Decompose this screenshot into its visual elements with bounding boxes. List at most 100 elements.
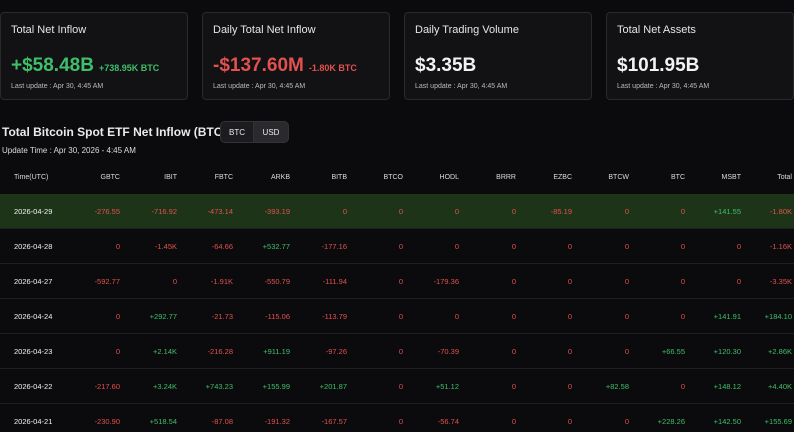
value-cell: -217.60 bbox=[94, 382, 120, 391]
table-row: 2026-04-22 -217.60 +3.24K +743.23 +155.99 +20… bbox=[0, 369, 794, 404]
card-sub: +738.95K BTC bbox=[98, 63, 160, 73]
value-cell: +51.12 bbox=[435, 382, 459, 391]
value-cell: -1.16K bbox=[769, 242, 792, 251]
value-cell: 0 bbox=[680, 382, 685, 391]
value-cell: -177.16 bbox=[321, 242, 347, 251]
value-cell: 0 bbox=[398, 312, 403, 321]
date-cell: 2026-04-24 bbox=[14, 312, 53, 321]
value-cell: 0 bbox=[511, 242, 516, 251]
value-cell: 0 bbox=[624, 207, 629, 216]
card-value: -$137.60M -1.80K BTC bbox=[213, 55, 357, 77]
card-update: Last update : Apr 30, 4:45 AM bbox=[11, 83, 104, 90]
value-cell: +82.58 bbox=[605, 382, 629, 391]
card-update: Last update : Apr 30, 4:45 AM bbox=[617, 83, 710, 90]
table-row: 2026-04-29 -276.55 -716.92 -473.14 -393.19 0 0… bbox=[0, 194, 794, 229]
value-cell: 0 bbox=[511, 417, 516, 426]
value-cell: 0 bbox=[454, 207, 459, 216]
table-row: 2026-04-23 0 +2.14K -216.28 +911.19 -97.26 0 -7… bbox=[0, 334, 794, 369]
header-cell: BTC bbox=[671, 174, 685, 181]
card-update: Last update : Apr 30, 4:45 AM bbox=[415, 83, 508, 90]
header-cell: EZBC bbox=[553, 174, 572, 181]
inflow-table: Time(UTC) GBTC IBIT FBTC ARKB BITB BTCO HODL BRR… bbox=[0, 160, 794, 432]
value-cell: 0 bbox=[454, 312, 459, 321]
value-cell: 0 bbox=[511, 312, 516, 321]
value-cell: 0 bbox=[624, 242, 629, 251]
card-label: Daily Total Net Inflow bbox=[213, 24, 316, 36]
value-cell: 0 bbox=[172, 277, 177, 286]
value-cell: -167.57 bbox=[321, 417, 347, 426]
value-cell: -87.08 bbox=[211, 417, 233, 426]
value-cell: +120.30 bbox=[713, 347, 741, 356]
value-cell: -64.66 bbox=[211, 242, 233, 251]
value-cell: +2.86K bbox=[768, 347, 792, 356]
header-cell: BTCW bbox=[608, 174, 629, 181]
toggle-usd[interactable]: USD bbox=[253, 121, 289, 143]
value-cell: -97.26 bbox=[325, 347, 347, 356]
value-cell: +201.87 bbox=[319, 382, 347, 391]
value-cell: 0 bbox=[115, 347, 120, 356]
header-cell: BRRR bbox=[496, 174, 516, 181]
value-cell: -216.28 bbox=[207, 347, 233, 356]
value-cell: 0 bbox=[624, 277, 629, 286]
value-text: $3.35B bbox=[415, 55, 477, 76]
value-cell: 0 bbox=[680, 242, 685, 251]
header-cell: HODL bbox=[439, 174, 459, 181]
value-cell: 0 bbox=[736, 242, 741, 251]
value-cell: 0 bbox=[342, 207, 347, 216]
card-sub: -1.80K BTC bbox=[308, 63, 357, 73]
value-cell: 0 bbox=[567, 312, 572, 321]
value-cell: -230.90 bbox=[94, 417, 120, 426]
value-cell: +142.50 bbox=[713, 417, 741, 426]
date-cell: 2026-04-27 bbox=[14, 277, 53, 286]
table-row: 2026-04-27 -592.77 0 -1.91K -550.79 -111.94 0 -… bbox=[0, 264, 794, 299]
value-cell: 0 bbox=[398, 207, 403, 216]
value-cell: -592.77 bbox=[94, 277, 120, 286]
date-cell: 2026-04-21 bbox=[14, 417, 53, 426]
value-cell: 0 bbox=[398, 347, 403, 356]
value-cell: 0 bbox=[567, 382, 572, 391]
value-cell: -70.39 bbox=[437, 347, 459, 356]
table-row: 2026-04-28 0 -1.45K -64.66 +532.77 -177.16 0 0 0… bbox=[0, 229, 794, 264]
value-cell: 0 bbox=[680, 312, 685, 321]
value-cell: -276.55 bbox=[94, 207, 120, 216]
date-cell: 2026-04-29 bbox=[14, 207, 53, 216]
value-cell: 0 bbox=[398, 242, 403, 251]
value-cell: +3.24K bbox=[153, 382, 177, 391]
header-cell: BITB bbox=[331, 174, 347, 181]
value-cell: -716.92 bbox=[151, 207, 177, 216]
value-cell: 0 bbox=[511, 277, 516, 286]
card-label: Total Net Assets bbox=[617, 24, 696, 36]
value-cell: +155.69 bbox=[764, 417, 792, 426]
value-cell: -1.80K bbox=[769, 207, 792, 216]
value-cell: +184.10 bbox=[764, 312, 792, 321]
value-cell: -3.35K bbox=[769, 277, 792, 286]
value-cell: -111.94 bbox=[322, 277, 347, 286]
header-cell: Total bbox=[777, 174, 792, 181]
header-cell: FBTC bbox=[214, 174, 233, 181]
value-cell: -85.19 bbox=[550, 207, 572, 216]
value-cell: 0 bbox=[511, 347, 516, 356]
value-cell: +532.77 bbox=[262, 242, 290, 251]
card-value: $3.35B bbox=[415, 55, 476, 77]
value-cell: +292.77 bbox=[149, 312, 177, 321]
value-cell: -56.74 bbox=[437, 417, 459, 426]
value-cell: +4.40K bbox=[768, 382, 792, 391]
value-cell: -115.06 bbox=[265, 312, 290, 321]
value-cell: +66.55 bbox=[661, 347, 685, 356]
value-cell: 0 bbox=[680, 277, 685, 286]
value-text: $101.95B bbox=[617, 55, 700, 76]
card-value: $101.95B bbox=[617, 55, 699, 77]
value-cell: -1.91K bbox=[210, 277, 233, 286]
value-cell: +2.14K bbox=[153, 347, 177, 356]
toggle-btc[interactable]: BTC bbox=[220, 121, 254, 143]
header-cell: Time(UTC) bbox=[14, 174, 49, 181]
value-cell: 0 bbox=[115, 242, 120, 251]
value-cell: -191.32 bbox=[264, 417, 290, 426]
value-cell: 0 bbox=[511, 382, 516, 391]
stat-card: Daily Trading Volume $3.35B Last update : … bbox=[404, 12, 592, 100]
value-cell: -393.19 bbox=[264, 207, 290, 216]
header-cell: GBTC bbox=[100, 174, 120, 181]
value-text: +$58.48B bbox=[11, 55, 94, 76]
value-cell: -473.14 bbox=[207, 207, 233, 216]
